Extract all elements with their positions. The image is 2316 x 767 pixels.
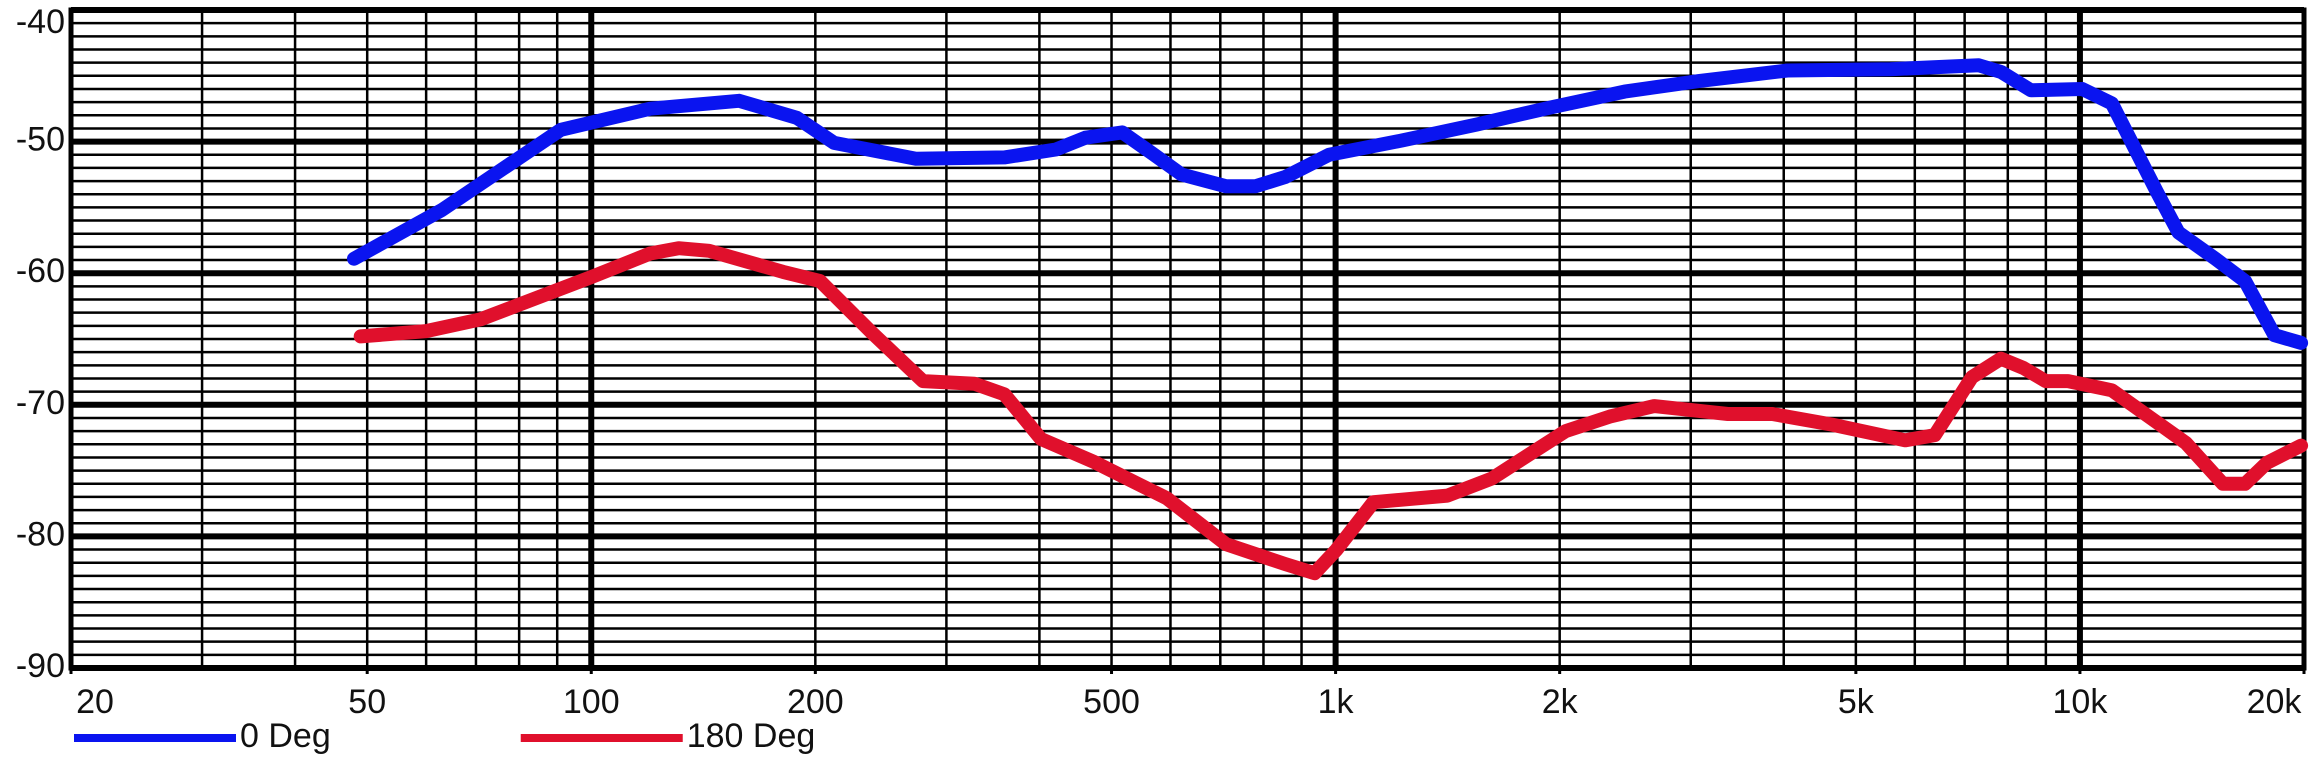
x-tick-label: 1k (1318, 683, 1355, 721)
y-tick-label: -90 (16, 647, 65, 685)
y-tick-label: -40 (16, 3, 65, 41)
x-tick-label: 2k (1542, 683, 1579, 721)
x-tick-label: 5k (1838, 683, 1875, 721)
y-tick-label: -60 (16, 252, 65, 290)
legend-label: 0 Deg (240, 717, 331, 755)
data-line (347, 58, 2309, 350)
x-tick-label: 20k (2247, 683, 2303, 721)
data-line (353, 241, 2309, 581)
x-tick-label: 500 (1083, 683, 1140, 721)
y-tick-label: -50 (16, 121, 65, 159)
legend-label: 180 Deg (687, 717, 816, 755)
y-tick-label: -80 (16, 515, 65, 553)
x-tick-label: 200 (787, 683, 844, 721)
y-tick-label: -70 (16, 384, 65, 422)
x-tick-label: 20 (76, 683, 114, 721)
x-tick-label: 50 (348, 683, 386, 721)
x-tick-label: 10k (2053, 683, 2109, 721)
x-tick-label: 100 (563, 683, 620, 721)
